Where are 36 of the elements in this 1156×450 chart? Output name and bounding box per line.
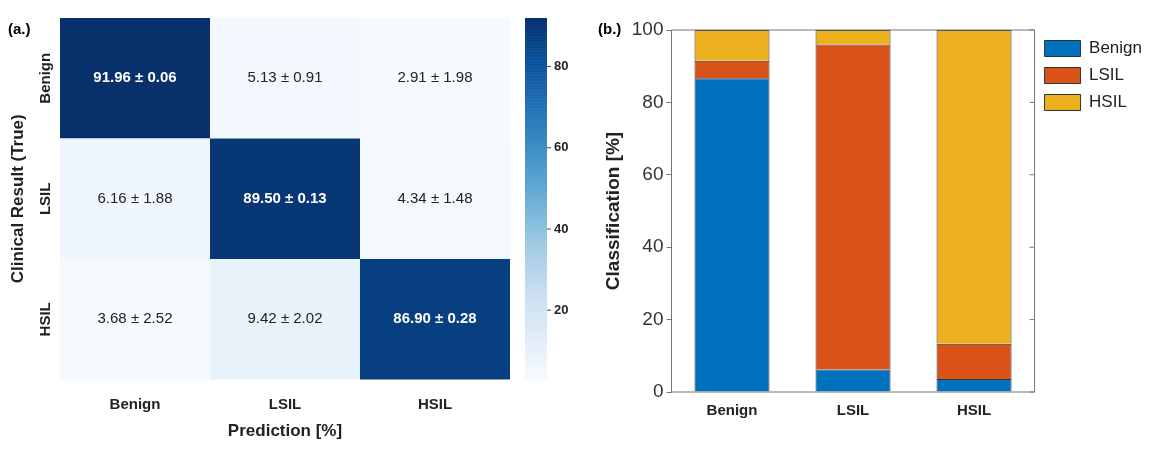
y-tick-label: Benign [36,52,54,104]
data-label: 4.34 ± 1.48 [397,188,473,206]
text: (a.) [8,19,31,37]
text: (b.) [598,19,622,37]
legend-label: LSIL [1089,65,1125,85]
y-tick-label: 100 [631,18,664,40]
legend-label: Benign [1089,38,1142,58]
color-bar-label: 20 [554,301,569,317]
data-label: 5.13 ± 0.91 [247,68,323,86]
y-tick-label: HSIL [36,302,54,337]
x-axis-title: Prediction [%] [227,421,343,441]
y-tick-label: 20 [642,307,664,329]
color-bar-label: 60 [554,139,569,155]
color-bar-label: 80 [554,58,569,74]
color-bar-label: 40 [554,220,569,236]
data-label: 86.90 ± 0.28 [393,309,477,327]
x-tick-label: HSIL [417,394,453,412]
y-tick-label: 0 [652,380,664,402]
legend-label: HSIL [1089,92,1127,112]
x-tick-label: LSIL [268,394,302,412]
data-label: 3.68 ± 2.52 [97,309,173,327]
y-tick-label: 40 [642,235,664,257]
data-label: 2.91 ± 1.98 [397,68,473,86]
y-tick-label: 60 [642,163,664,185]
data-label: 89.50 ± 0.13 [243,188,327,206]
data-label: 9.42 ± 2.02 [247,309,323,327]
x-tick-label: Benign [109,394,161,412]
y-axis-title: Classification [%] [601,131,623,291]
x-tick-label: Benign [706,401,758,419]
y-tick-label: LSIL [36,182,54,216]
y-axis-title: Clinical Result (True) [7,114,27,284]
x-tick-label: LSIL [836,401,870,419]
data-label: 6.16 ± 1.88 [97,188,173,206]
data-label: 91.96 ± 0.06 [93,68,177,86]
y-tick-label: 80 [642,90,664,112]
x-tick-label: HSIL [956,401,992,419]
